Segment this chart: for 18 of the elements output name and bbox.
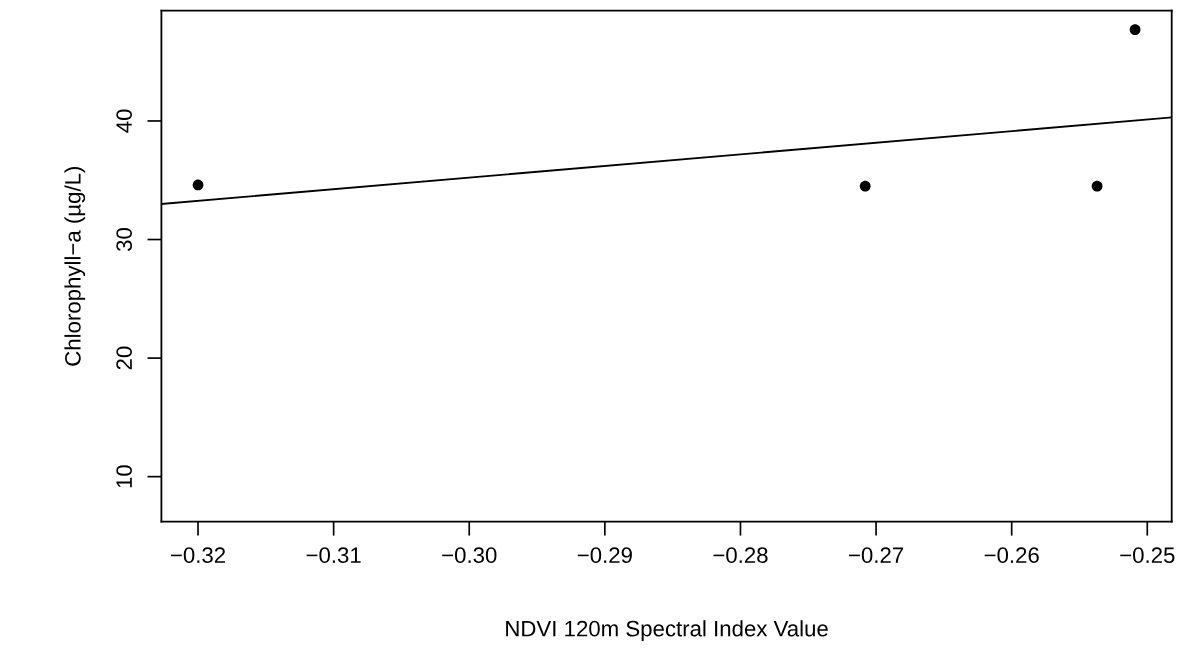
x-tick-label: −0.30 (442, 547, 497, 564)
x-tick-label: −0.29 (577, 547, 632, 564)
x-tick-label: −0.27 (849, 547, 904, 564)
y-tick-label: 30 (116, 228, 133, 252)
x-tick-label: −0.32 (171, 547, 226, 564)
y-tick-label: 10 (116, 465, 133, 488)
point (1091, 180, 1103, 192)
point (859, 180, 871, 192)
y-axis-title: Chlorophyll−a (µg/L) (64, 166, 86, 366)
x-tick-label: −0.28 (713, 547, 768, 564)
point (192, 179, 204, 191)
x-tick-label: −0.25 (1120, 547, 1175, 564)
x-tick-label: −0.26 (984, 547, 1039, 564)
y-tick-label: 20 (116, 346, 133, 370)
y-tick-label: 40 (116, 109, 133, 133)
point (1129, 24, 1141, 36)
x-tick-label: −0.31 (306, 547, 361, 564)
x-axis-title: NDVI 120m Spectral Index Value (506, 620, 828, 641)
